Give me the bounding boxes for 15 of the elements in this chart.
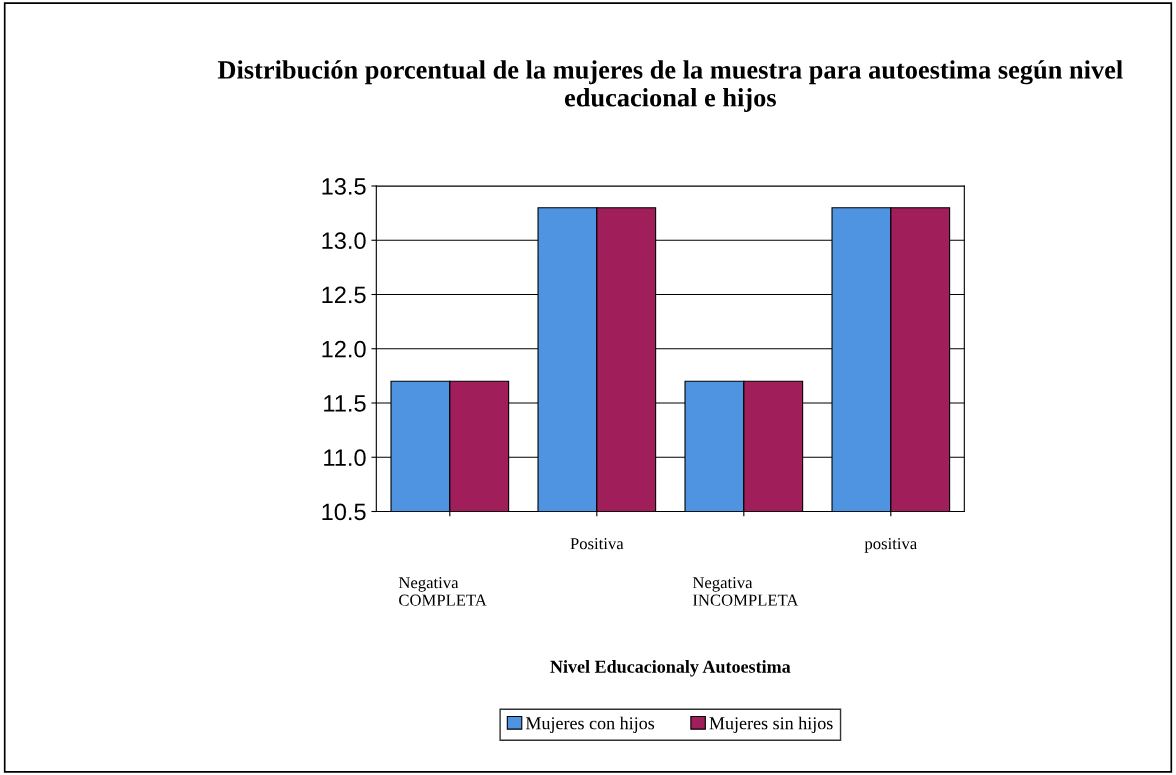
y-tick-label: 12.5 bbox=[322, 286, 366, 304]
y-tick-label: 11.5 bbox=[324, 395, 366, 412]
y-tick-label: 11.0 bbox=[324, 449, 366, 467]
y-tick-label: 12.0 bbox=[322, 340, 366, 358]
legend-label: Mujeres con hijos bbox=[525, 716, 655, 734]
x-tick-label: Negativa INCOMPLETA bbox=[692, 577, 799, 606]
legend-label: Mujeres sin hijos bbox=[709, 716, 833, 734]
x-tick-label: positiva bbox=[864, 538, 917, 553]
chart-title: Distribución porcentual de la mujeres de la muestra para autoestima según nivel educacional e hijos bbox=[217, 60, 1123, 112]
x-tick-label: Positiva bbox=[570, 538, 624, 550]
y-tick-label: 10.5 bbox=[322, 503, 366, 521]
x-axis-title: Nivel Educacionaly Autoestima bbox=[550, 660, 791, 677]
x-tick-label: Negativa COMPLETA bbox=[398, 577, 487, 606]
y-tick-label: 13.5 bbox=[322, 178, 366, 195]
y-tick-label: 13.0 bbox=[322, 232, 366, 250]
